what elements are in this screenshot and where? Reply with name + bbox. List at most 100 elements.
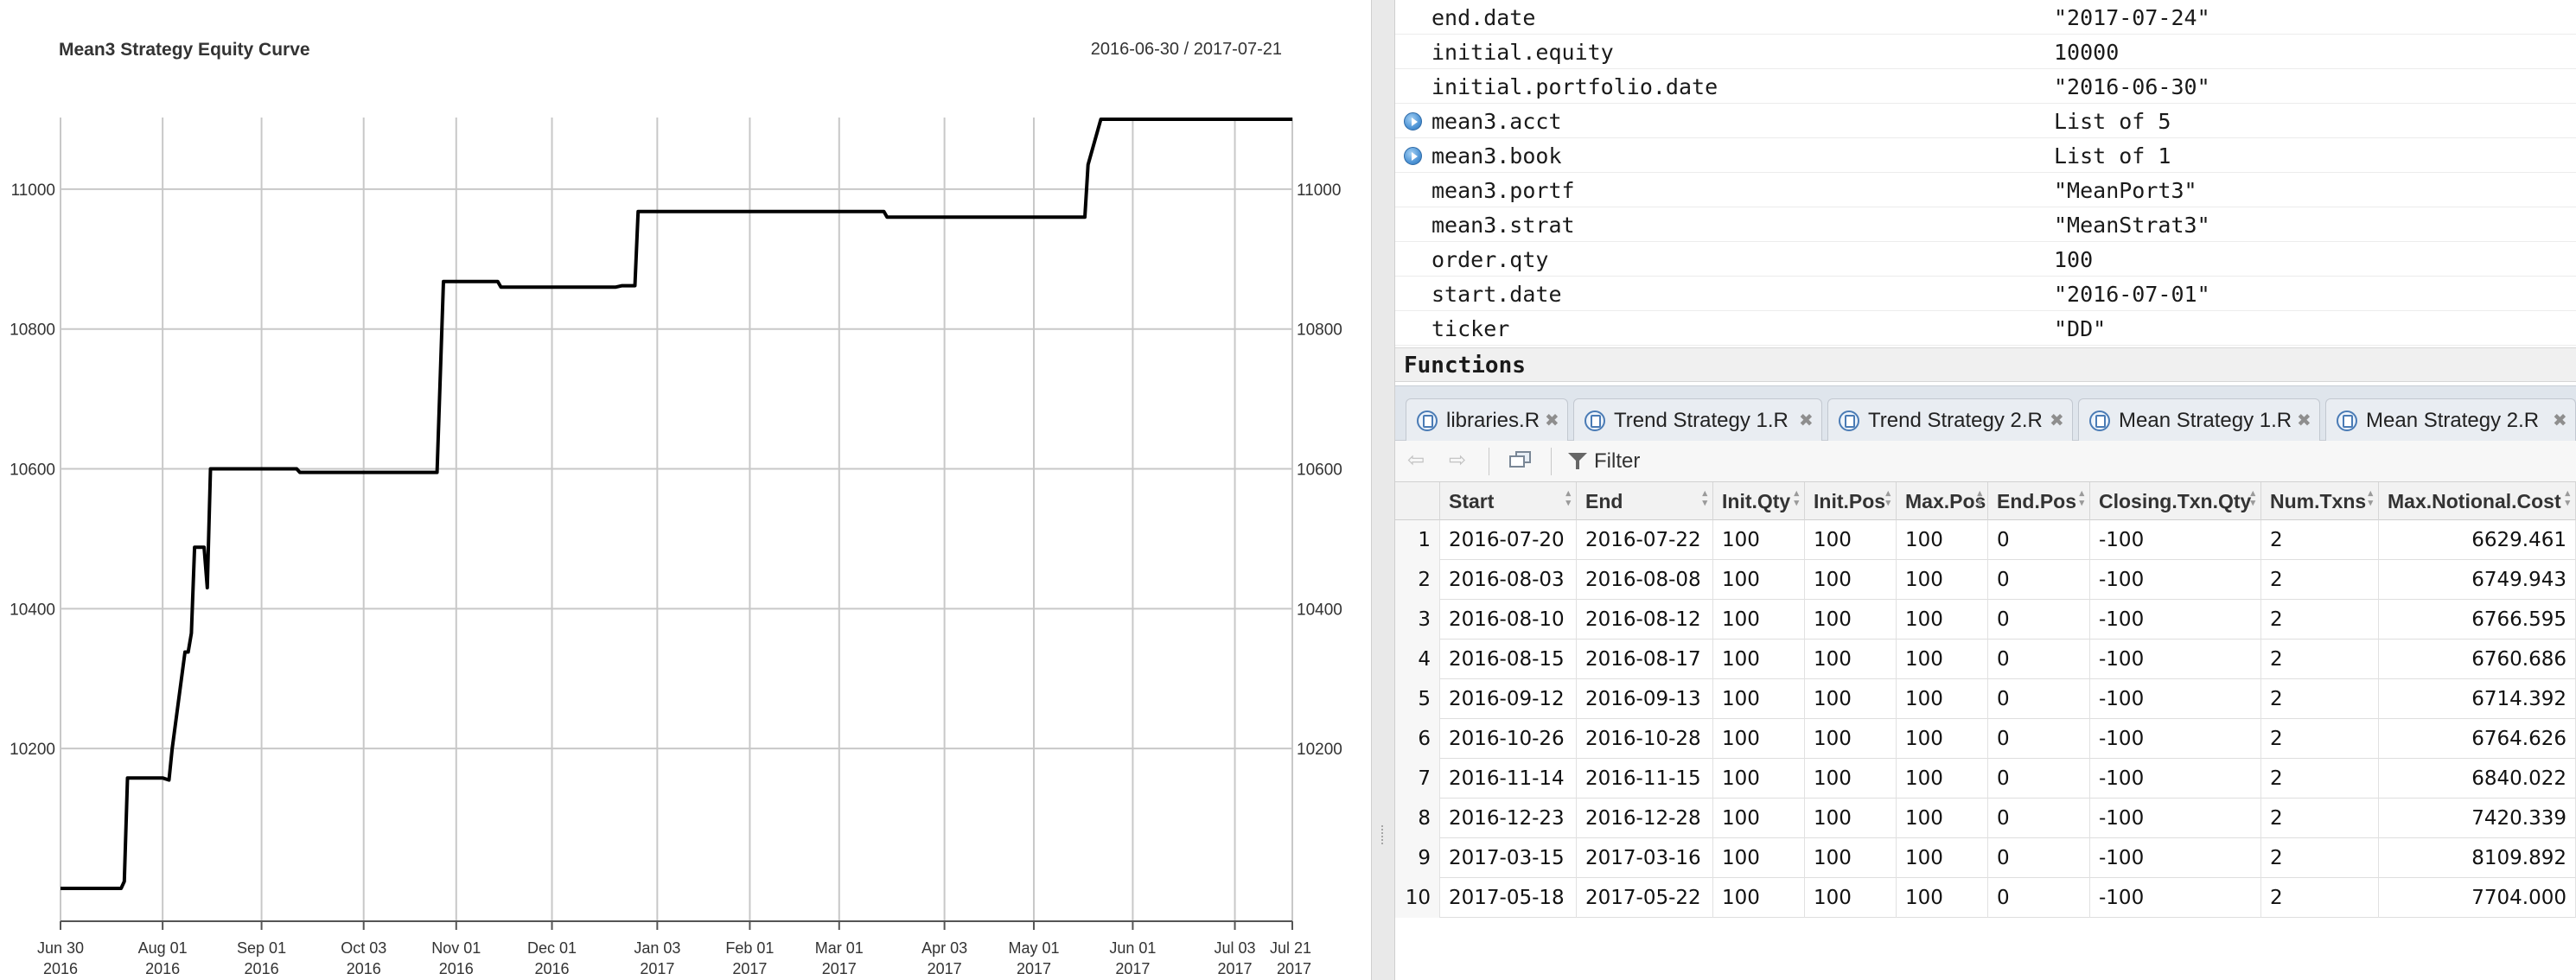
tab-close-icon[interactable]: ✖ <box>1799 411 1814 430</box>
sort-icon[interactable]: ▴ ▾ <box>1565 488 1571 508</box>
x-tick-year-label: 2017 <box>732 960 767 977</box>
y-tick-label-left: 10200 <box>10 741 55 759</box>
column-header-label: Num.Txns <box>2270 490 2367 512</box>
table-cell: 0 <box>1988 600 2090 640</box>
table-cell: 100 <box>1897 799 1988 838</box>
env-var-value: "2017-07-24" <box>2054 5 2210 30</box>
env-row[interactable]: mean3.portf "MeanPort3" <box>1395 173 2576 207</box>
table-cell: 100 <box>1805 520 1897 560</box>
table-cell: -100 <box>2090 799 2261 838</box>
editor-tab[interactable]: Trend Strategy 2.R ✖ <box>1827 398 2073 442</box>
column-header-label: Init.Qty <box>1722 490 1791 512</box>
column-header[interactable]: Max.Notional.Cost ▴ ▾ <box>2379 482 2576 520</box>
table-cell: 100 <box>1897 640 1988 679</box>
forward-arrow-icon[interactable]: ⇨ <box>1449 449 1467 472</box>
sort-icon[interactable]: ▴ ▾ <box>2079 488 2084 508</box>
table-cell: -100 <box>2090 640 2261 679</box>
table-row[interactable]: 6 2016-10-26 2016-10-28 100 100 100 0 -100 2 6764… <box>1395 719 2576 759</box>
table-cell: 2016-09-12 <box>1440 679 1577 719</box>
table-row[interactable]: 8 2016-12-23 2016-12-28 100 100 100 0 -100 2 7420… <box>1395 799 2576 838</box>
sort-icon[interactable]: ▴ ▾ <box>2368 488 2373 508</box>
table-cell: 0 <box>1988 878 2090 918</box>
env-var-name: initial.equity <box>1431 40 1614 65</box>
chart-title: Mean3 Strategy Equity Curve <box>59 40 310 60</box>
env-row[interactable]: start.date "2016-07-01" <box>1395 277 2576 311</box>
table-cell: -100 <box>2090 838 2261 878</box>
table-cell: 0 <box>1988 719 2090 759</box>
column-header[interactable]: Max.Pos ▴ ▾ <box>1897 482 1988 520</box>
env-var-name: order.qty <box>1431 247 1549 272</box>
column-header[interactable]: End.Pos ▴ ▾ <box>1988 482 2090 520</box>
table-cell: 100 <box>1713 600 1805 640</box>
column-header[interactable]: Init.Qty ▴ ▾ <box>1713 482 1805 520</box>
table-cell: 2017-03-16 <box>1577 838 1713 878</box>
editor-tab[interactable]: Trend Strategy 1.R ✖ <box>1573 398 1822 442</box>
pane-splitter[interactable] <box>1371 0 1395 980</box>
table-row[interactable]: 9 2017-03-15 2017-03-16 100 100 100 0 -100 2 8109… <box>1395 838 2576 878</box>
sort-icon[interactable]: ▴ ▾ <box>1885 488 1891 508</box>
table-row[interactable]: 3 2016-08-10 2016-08-12 100 100 100 0 -100 2 6766… <box>1395 600 2576 640</box>
table-cell: 2016-09-13 <box>1577 679 1713 719</box>
toolbar-separator <box>1551 448 1552 475</box>
tab-label: Trend Strategy 1.R <box>1614 409 1789 432</box>
x-tick-year-label: 2017 <box>822 960 857 977</box>
row-number: 2 <box>1395 560 1440 600</box>
env-row[interactable]: ticker "DD" <box>1395 311 2576 346</box>
env-row[interactable]: mean3.strat "MeanStrat3" <box>1395 207 2576 242</box>
y-tick-label-right: 10600 <box>1297 461 1342 480</box>
column-header[interactable]: Init.Pos ▴ ▾ <box>1805 482 1897 520</box>
back-arrow-icon[interactable]: ⇦ <box>1407 449 1425 472</box>
env-row[interactable]: mean3.acct List of 5 <box>1395 104 2576 138</box>
env-row[interactable]: mean3.book List of 1 <box>1395 138 2576 173</box>
table-cell: 2016-12-23 <box>1440 799 1577 838</box>
splitter-grip-icon[interactable] <box>1381 825 1386 844</box>
x-tick-year-label: 2016 <box>43 960 78 977</box>
table-cell: 2016-12-28 <box>1577 799 1713 838</box>
env-row[interactable]: initial.portfolio.date "2016-06-30" <box>1395 69 2576 104</box>
table-cell: 2 <box>2261 679 2379 719</box>
env-row[interactable]: initial.equity 10000 <box>1395 35 2576 69</box>
sort-icon[interactable]: ▴ ▾ <box>1794 488 1799 508</box>
table-row[interactable]: 1 2016-07-20 2016-07-22 100 100 100 0 -100 2 6629… <box>1395 520 2576 560</box>
x-tick-label: Jun 01 <box>1109 939 1156 957</box>
tab-close-icon[interactable]: ✖ <box>2050 411 2064 430</box>
column-header[interactable]: Closing.Txn.Qty ▴ ▾ <box>2090 482 2261 520</box>
tab-close-icon[interactable]: ✖ <box>1545 411 1559 430</box>
table-row[interactable]: 7 2016-11-14 2016-11-15 100 100 100 0 -100 2 6840… <box>1395 759 2576 799</box>
sort-icon[interactable]: ▴ ▾ <box>1977 488 1982 508</box>
popout-window-icon[interactable] <box>1508 450 1533 471</box>
sort-icon[interactable]: ▴ ▾ <box>2565 488 2570 508</box>
expand-arrow-icon[interactable] <box>1404 147 1422 165</box>
editor-tab[interactable]: libraries.R ✖ <box>1406 398 1568 442</box>
x-tick-year-label: 2016 <box>347 960 381 977</box>
x-tick-label: Nov 01 <box>431 939 481 957</box>
table-cell: 100 <box>1713 878 1805 918</box>
table-row[interactable]: 2 2016-08-03 2016-08-08 100 100 100 0 -100 2 6749… <box>1395 560 2576 600</box>
table-cell: 100 <box>1713 560 1805 600</box>
tab-close-icon[interactable]: ✖ <box>2297 411 2311 430</box>
column-header[interactable]: End ▴ ▾ <box>1577 482 1713 520</box>
env-row[interactable]: end.date "2017-07-24" <box>1395 0 2576 35</box>
env-row[interactable]: order.qty 100 <box>1395 242 2576 277</box>
column-header[interactable]: Num.Txns ▴ ▾ <box>2261 482 2379 520</box>
y-gridlines <box>61 188 1292 750</box>
table-cell: 2016-08-08 <box>1577 560 1713 600</box>
table-row[interactable]: 5 2016-09-12 2016-09-13 100 100 100 0 -100 2 6714… <box>1395 679 2576 719</box>
table-cell: 100 <box>1805 799 1897 838</box>
table-row[interactable]: 10 2017-05-18 2017-05-22 100 100 100 0 -100 2 770… <box>1395 878 2576 918</box>
table-cell: 0 <box>1988 520 2090 560</box>
editor-tab[interactable]: Mean Strategy 2.R ✖ <box>2325 398 2576 442</box>
expand-arrow-icon[interactable] <box>1404 112 1422 130</box>
editor-tab[interactable]: Mean Strategy 1.R ✖ <box>2078 398 2320 442</box>
column-header[interactable]: Start ▴ ▾ <box>1440 482 1577 520</box>
table-cell: 100 <box>1713 838 1805 878</box>
tab-label: libraries.R <box>1446 409 1540 432</box>
sort-icon[interactable]: ▴ ▾ <box>2250 488 2255 508</box>
tab-close-icon[interactable]: ✖ <box>2553 411 2567 430</box>
sort-icon[interactable]: ▴ ▾ <box>1702 488 1707 508</box>
table-row[interactable]: 4 2016-08-15 2016-08-17 100 100 100 0 -100 2 6760… <box>1395 640 2576 679</box>
functions-header-label: Functions <box>1404 353 1526 379</box>
table-cell: 100 <box>1713 640 1805 679</box>
table-cell: 2016-11-14 <box>1440 759 1577 799</box>
table-cell: 0 <box>1988 759 2090 799</box>
